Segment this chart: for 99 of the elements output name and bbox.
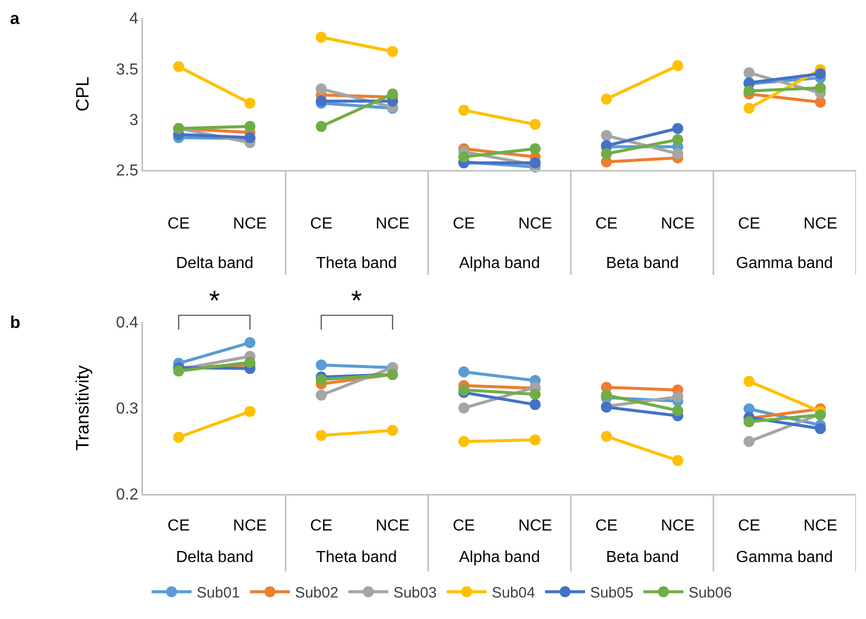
- point: [244, 356, 256, 368]
- point: [814, 68, 826, 80]
- text: Theta band: [316, 549, 397, 566]
- text: Theta band: [316, 255, 397, 272]
- x-tick-label: CE: [168, 518, 190, 535]
- text: Alpha band: [459, 255, 540, 272]
- point: [814, 423, 826, 434]
- point: [458, 366, 470, 378]
- text: Alpha band: [459, 549, 540, 566]
- text: *: [351, 285, 362, 316]
- text: Delta band: [176, 255, 254, 272]
- x-tick-label: NCE: [803, 518, 838, 535]
- y-tick-label: 3: [129, 112, 138, 129]
- y-axis-title: Transitivity: [72, 365, 92, 451]
- point: [530, 434, 541, 446]
- point: [744, 85, 755, 96]
- point: [600, 430, 612, 442]
- y-axis-title: CPL: [72, 76, 92, 112]
- legend-label: Sub05: [590, 584, 634, 602]
- point: [814, 96, 826, 108]
- point: [672, 148, 684, 160]
- point: [316, 430, 327, 442]
- point: [316, 32, 327, 43]
- text: a: [10, 9, 20, 28]
- point: [244, 406, 256, 417]
- legend-label: Sub06: [688, 584, 732, 602]
- text: Gamma band: [736, 255, 833, 272]
- x-tick-label: NCE: [803, 216, 838, 233]
- y-tick-label: 2.5: [116, 162, 138, 180]
- point: [173, 432, 184, 443]
- point: [316, 120, 327, 132]
- point: [672, 122, 684, 134]
- x-tick-label: CE: [738, 518, 760, 535]
- point: [244, 120, 256, 132]
- point: [530, 143, 541, 154]
- y-tick-label: 0.3: [116, 400, 138, 418]
- point: [458, 436, 470, 448]
- text: Gamma band: [736, 549, 833, 566]
- point: [744, 376, 755, 387]
- point: [458, 151, 470, 162]
- legend-label: Sub04: [492, 584, 536, 602]
- text: Beta band: [606, 255, 679, 272]
- point: [458, 384, 470, 396]
- point: [744, 416, 755, 428]
- legend-label: Sub03: [393, 584, 437, 602]
- y-tick-label: 0.4: [116, 314, 138, 332]
- x-tick-label: NCE: [518, 216, 552, 233]
- point: [173, 61, 184, 72]
- x-tick-label: CE: [595, 518, 618, 535]
- point: [744, 436, 755, 448]
- point: [458, 402, 470, 414]
- point: [672, 391, 684, 402]
- y-tick-label: 0.2: [116, 486, 138, 504]
- point: [672, 134, 684, 146]
- text: *: [209, 285, 220, 316]
- x-tick-label: CE: [595, 216, 618, 233]
- x-tick-label: NCE: [376, 216, 410, 233]
- x-tick-label: NCE: [518, 518, 552, 535]
- point: [600, 148, 612, 160]
- point: [244, 337, 256, 348]
- x-tick-label: NCE: [660, 518, 695, 535]
- point: [244, 98, 256, 109]
- point: [316, 360, 327, 370]
- x-tick-label: CE: [738, 216, 760, 233]
- point: [387, 88, 398, 100]
- y-tick-label: 3.5: [116, 61, 138, 78]
- point: [316, 390, 327, 401]
- x-tick-label: CE: [452, 518, 475, 535]
- x-tick-label: NCE: [233, 518, 267, 535]
- point: [672, 454, 684, 466]
- point: [600, 94, 612, 105]
- x-tick-label: NCE: [660, 216, 695, 233]
- point: [387, 46, 398, 57]
- point: [600, 390, 612, 401]
- legend-label: Sub01: [196, 584, 240, 602]
- point: [744, 67, 755, 78]
- point: [387, 424, 398, 436]
- x-tick-label: CE: [452, 216, 475, 233]
- x-tick-label: CE: [168, 216, 190, 233]
- point: [672, 60, 684, 72]
- legend-label: Sub02: [294, 584, 338, 602]
- point: [530, 118, 541, 130]
- y-tick-label: 4: [129, 10, 138, 28]
- text: Beta band: [606, 549, 679, 566]
- x-tick-label: NCE: [376, 518, 410, 535]
- x-tick-label: CE: [310, 518, 332, 535]
- text: b: [10, 313, 20, 332]
- point: [530, 399, 541, 410]
- point: [672, 405, 684, 416]
- point: [814, 82, 826, 94]
- x-tick-label: NCE: [233, 216, 267, 233]
- point: [600, 130, 612, 142]
- point: [744, 102, 755, 114]
- text: Delta band: [176, 549, 254, 566]
- point: [316, 374, 327, 386]
- x-tick-label: CE: [310, 216, 332, 233]
- point: [316, 83, 327, 94]
- point: [530, 388, 541, 400]
- point: [458, 104, 470, 116]
